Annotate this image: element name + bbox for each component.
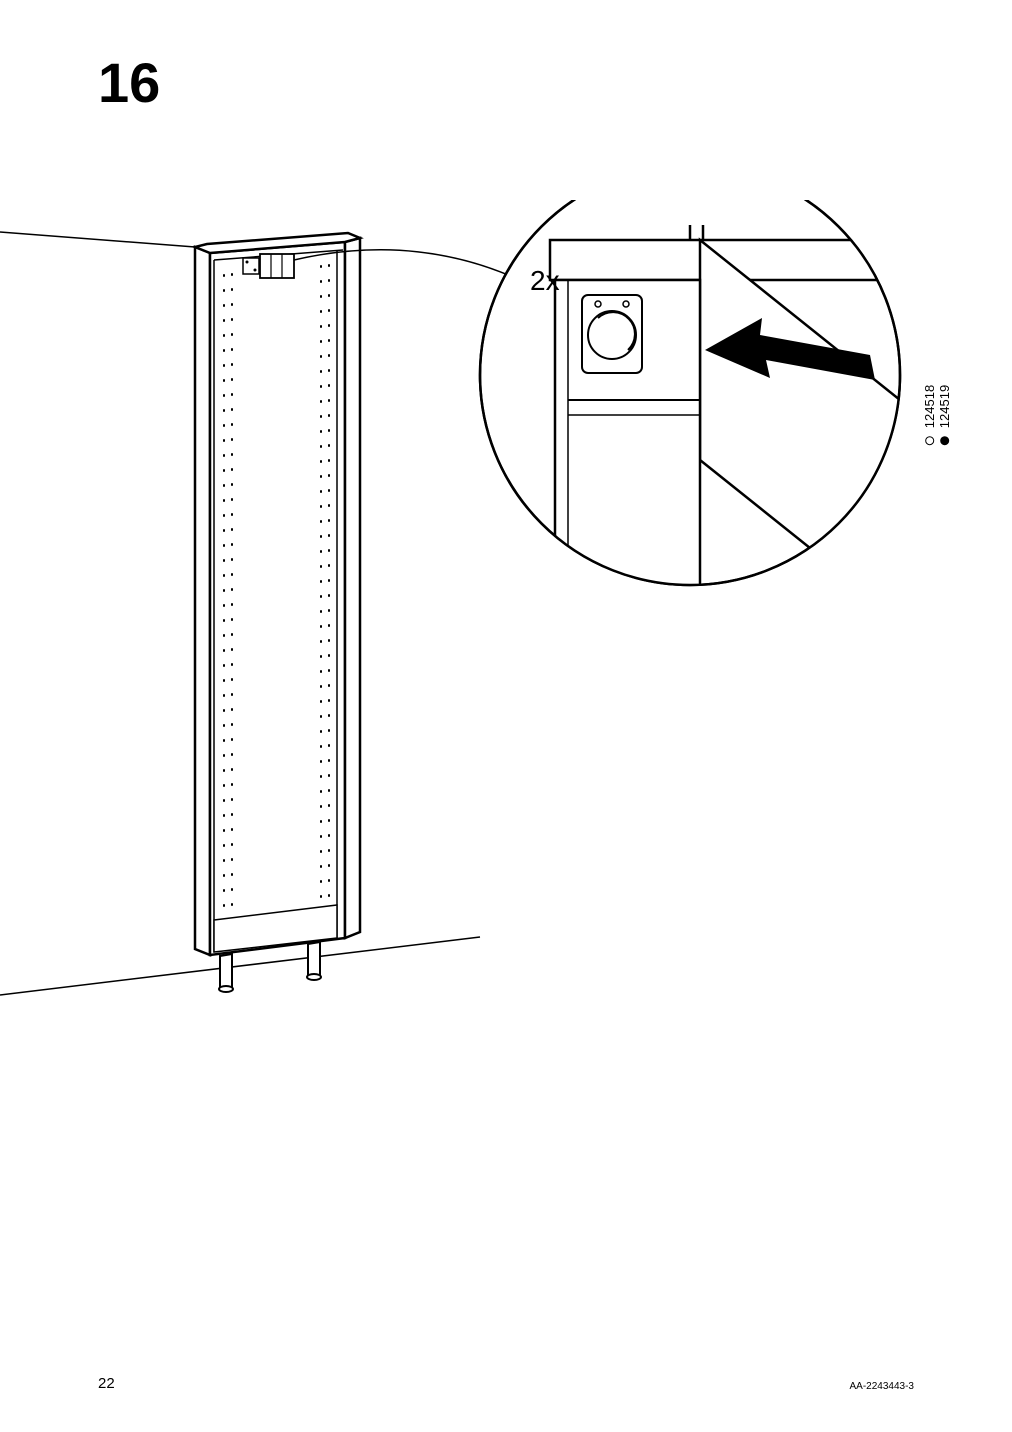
step-number: 16 — [98, 50, 160, 115]
part-id-list: 124518 124519 — [922, 385, 952, 445]
document-id: AA-2243443-3 — [850, 1381, 915, 1392]
callout-multiplier: 2x — [530, 265, 560, 297]
part-id-row: 124518 — [922, 385, 937, 445]
part-id-text: 124518 — [922, 385, 937, 428]
marker-open-icon — [925, 436, 934, 445]
page-number: 22 — [98, 1375, 115, 1392]
part-id-text: 124519 — [937, 385, 952, 428]
marker-filled-icon — [940, 436, 949, 445]
page-root: 16 — [0, 0, 1012, 1432]
part-id-row: 124519 — [937, 385, 952, 445]
assembly-diagram — [0, 200, 1012, 1100]
